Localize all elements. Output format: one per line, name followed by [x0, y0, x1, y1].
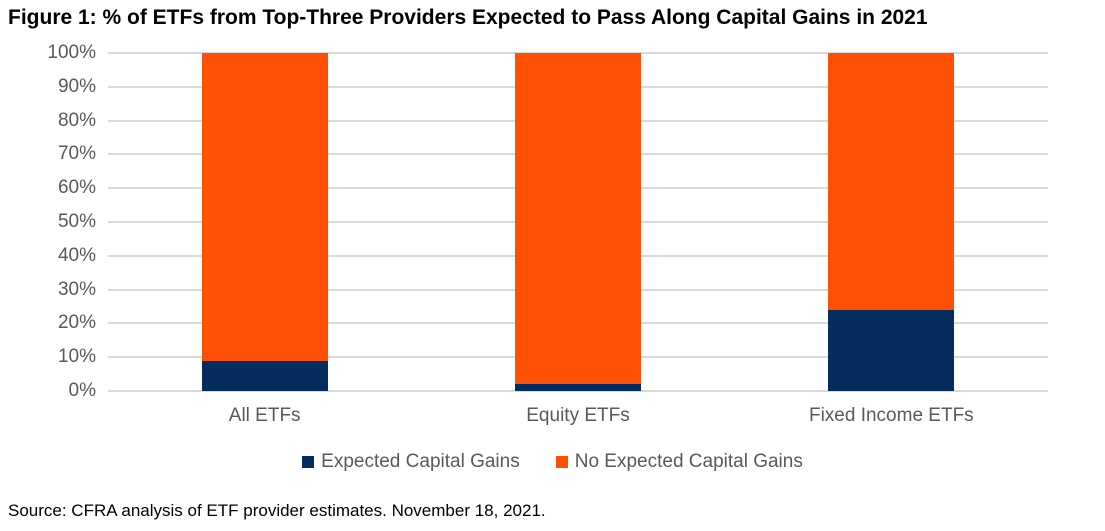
bar-group [515, 53, 641, 391]
legend-label: Expected Capital Gains [321, 451, 520, 472]
bar-segment-no-expected [201, 53, 328, 361]
bar-group [828, 53, 955, 391]
y-tick-label: 50% [57, 211, 96, 232]
figure-title: Figure 1: % of ETFs from Top-Three Provi… [8, 6, 928, 29]
gridline [108, 390, 1048, 392]
y-tick-label: 60% [57, 177, 96, 199]
gridline [108, 52, 1048, 54]
legend-item-expected: Expected Capital Gains [302, 451, 520, 473]
x-axis-label: Fixed Income ETFs [808, 405, 974, 426]
y-tick-label: 0% [68, 380, 96, 401]
source-note: Source: CFRA analysis of ETF provider es… [8, 501, 546, 520]
x-axis-label: Equity ETFs [526, 405, 630, 426]
legend-swatch-expected [302, 456, 315, 468]
y-tick-label: 90% [57, 75, 96, 97]
y-tick-label: 10% [57, 346, 96, 368]
bar-segment-expected [201, 360, 328, 391]
x-axis-label: All ETFs [228, 405, 301, 426]
y-tick-label: 20% [57, 312, 96, 334]
legend-label: No Expected Capital Gains [574, 451, 803, 472]
y-tick-label: 70% [57, 143, 96, 165]
bar-segment-no-expected [515, 53, 641, 385]
y-tick-label: 80% [57, 109, 96, 131]
bar-segment-expected [515, 384, 641, 391]
plot-area: All ETFs Equity ETFs Fixed Income ETFs [108, 52, 1048, 426]
legend-swatch-no-expected [555, 456, 568, 468]
bar-group [201, 53, 328, 391]
chart-legend: Expected Capital Gains No Expected Capita… [0, 451, 1105, 473]
y-tick-label: 40% [57, 244, 96, 266]
bar-segment-no-expected [828, 53, 955, 310]
y-axis-ticks: 0% 10% 20% 30% 40% 50% 60% 70% 80% 90% 100% [0, 43, 96, 401]
y-tick-label: 100% [47, 42, 96, 63]
bar-segment-expected [828, 309, 955, 391]
legend-item-no-expected: No Expected Capital Gains [555, 451, 803, 473]
y-tick-label: 30% [57, 278, 96, 300]
